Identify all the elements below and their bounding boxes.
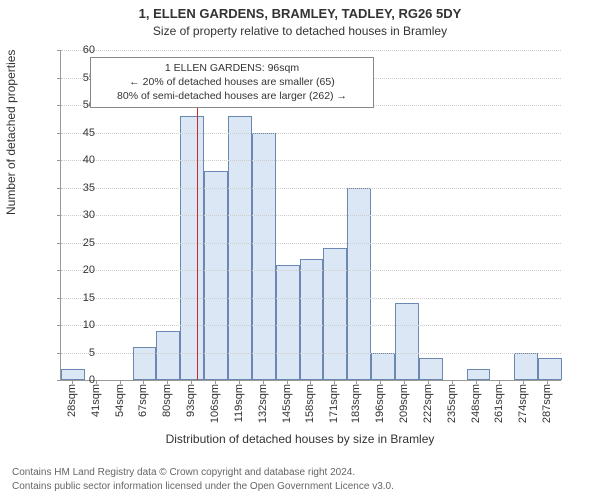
- xtick-label: 93sqm: [185, 384, 197, 417]
- ytick-label: 40: [61, 154, 95, 166]
- chart-container: 1, ELLEN GARDENS, BRAMLEY, TADLEY, RG26 …: [0, 0, 600, 500]
- gridline-h: [61, 325, 561, 326]
- gridline-h: [61, 133, 561, 134]
- annotation-line: 80% of semi-detached houses are larger (…: [97, 89, 367, 103]
- gridline-h: [61, 270, 561, 271]
- chart-title-sub: Size of property relative to detached ho…: [0, 24, 600, 38]
- xtick-label: 235sqm: [446, 384, 458, 423]
- xtick-label: 209sqm: [398, 384, 410, 423]
- xtick-label: 261sqm: [493, 384, 505, 423]
- xtick-label: 80sqm: [161, 384, 173, 417]
- histogram-bar: [538, 358, 562, 380]
- gridline-h: [61, 50, 561, 51]
- annotation-line: ← 20% of detached houses are smaller (65…: [97, 75, 367, 89]
- xtick-label: 28sqm: [66, 384, 78, 417]
- ytick-label: 5: [61, 347, 95, 359]
- gridline-h: [61, 243, 561, 244]
- footer-line-1: Contains HM Land Registry data © Crown c…: [12, 467, 355, 478]
- marker-line: [197, 100, 198, 380]
- ytick-label: 35: [61, 182, 95, 194]
- histogram-bar: [204, 171, 228, 380]
- xtick-label: 54sqm: [114, 384, 126, 417]
- xtick-label: 132sqm: [257, 384, 269, 423]
- ytick-label: 30: [61, 209, 95, 221]
- xtick-label: 222sqm: [422, 384, 434, 423]
- ytick-label: 10: [61, 319, 95, 331]
- xtick-label: 248sqm: [470, 384, 482, 423]
- footer-line-2: Contains public sector information licen…: [12, 481, 394, 492]
- xtick-label: 274sqm: [517, 384, 529, 423]
- xtick-label: 287sqm: [541, 384, 553, 423]
- annotation-line: 1 ELLEN GARDENS: 96sqm: [97, 61, 367, 75]
- xtick-label: 67sqm: [137, 384, 149, 417]
- histogram-bar: [371, 353, 395, 381]
- ytick-label: 45: [61, 127, 95, 139]
- chart-title-main: 1, ELLEN GARDENS, BRAMLEY, TADLEY, RG26 …: [0, 6, 600, 21]
- ytick-label: 20: [61, 264, 95, 276]
- ytick-label: 25: [61, 237, 95, 249]
- histogram-bar: [514, 353, 538, 381]
- gridline-h: [61, 353, 561, 354]
- histogram-bar: [276, 265, 300, 381]
- gridline-h: [61, 298, 561, 299]
- histogram-bar: [395, 303, 419, 380]
- xtick-label: 106sqm: [209, 384, 221, 423]
- annotation-box: 1 ELLEN GARDENS: 96sqm← 20% of detached …: [90, 57, 374, 108]
- ytick-label: 15: [61, 292, 95, 304]
- histogram-bar: [419, 358, 443, 380]
- histogram-bar: [300, 259, 324, 380]
- gridline-h: [61, 188, 561, 189]
- histogram-bar: [467, 369, 491, 380]
- histogram-bar: [180, 116, 204, 380]
- histogram-bar: [156, 331, 180, 381]
- histogram-bar: [323, 248, 347, 380]
- histogram-bar: [228, 116, 252, 380]
- x-axis-title: Distribution of detached houses by size …: [0, 432, 600, 446]
- xtick-label: 171sqm: [328, 384, 340, 423]
- xtick-label: 196sqm: [374, 384, 386, 423]
- histogram-bar: [347, 188, 371, 381]
- y-axis-title: Number of detached properties: [4, 50, 18, 215]
- xtick-label: 183sqm: [350, 384, 362, 423]
- xtick-label: 119sqm: [233, 384, 245, 422]
- gridline-h: [61, 160, 561, 161]
- histogram-bar: [252, 133, 276, 381]
- xtick-label: 41sqm: [90, 384, 102, 417]
- xtick-label: 145sqm: [281, 384, 293, 423]
- gridline-h: [61, 215, 561, 216]
- xtick-label: 158sqm: [304, 384, 316, 423]
- ytick-label: 60: [61, 44, 95, 56]
